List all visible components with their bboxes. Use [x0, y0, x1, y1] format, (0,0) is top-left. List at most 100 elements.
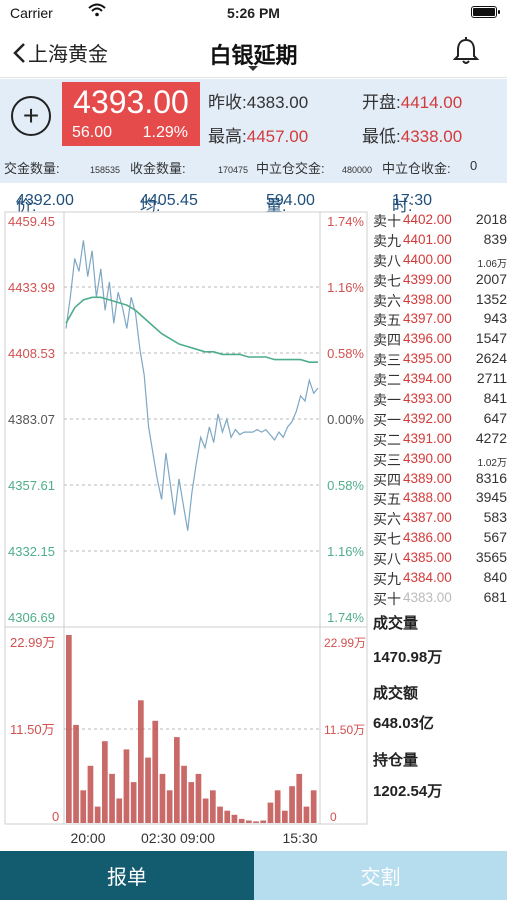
volume-bar	[224, 810, 231, 823]
caret-down-icon[interactable]	[248, 66, 258, 71]
orderbook-level-label: 卖一	[373, 392, 401, 409]
orderbook-price: 4383.00	[403, 589, 452, 605]
volume-bar	[296, 773, 303, 823]
info-time-label: 时:	[392, 198, 413, 215]
prev-close-value: 4383.00	[246, 93, 309, 112]
orderbook-level-label: 卖五	[373, 312, 401, 329]
volume-bar	[181, 765, 187, 823]
orderbook-row: 卖一 4393.00 841	[373, 389, 507, 409]
orderbook-volume: 583	[483, 509, 507, 526]
volume-bar	[138, 700, 144, 823]
back-label: 上海黄金	[28, 44, 108, 66]
back-button[interactable]: 上海黄金	[12, 38, 108, 67]
neutral-receive-label: 中立仓收金:	[382, 161, 451, 176]
neutral-receive-value: 0	[470, 158, 478, 173]
orderbook-row: 卖五 4397.00 943	[373, 309, 507, 329]
status-bar: Carrier 5:26 PM	[0, 0, 507, 28]
orderbook-price: 4395.00	[403, 351, 452, 367]
orderbook-row: 买八 4385.00 3565	[373, 548, 507, 568]
orderbook-volume: 681	[483, 588, 507, 605]
percent-tick-label: 0.00%	[327, 412, 364, 427]
orderbook-price: 4388.00	[403, 490, 452, 506]
time-axis-label: 20:00	[70, 830, 105, 846]
orderbook-price: 4401.00	[403, 231, 452, 247]
orderbook-price: 4390.00	[403, 450, 452, 466]
orderbook-volume: 2711	[476, 370, 507, 387]
orderbook-level-label: 买七	[373, 531, 401, 548]
orderbook-level-label: 买三	[373, 451, 401, 468]
volume-bar	[231, 814, 238, 823]
info-avg-value: 4405.45	[140, 192, 198, 209]
orderbook-price: 4402.00	[403, 212, 452, 227]
price-tick-label: 4383.07	[8, 412, 55, 427]
order-button[interactable]: 报单	[0, 851, 254, 900]
low-price: 最低:4338.00	[362, 122, 462, 147]
price-tick-label: 4306.69	[8, 610, 55, 625]
percent-tick-label: 0.58%	[327, 478, 364, 493]
info-price-value: 4392.00	[16, 192, 74, 209]
add-favorite-button[interactable]: +	[11, 96, 51, 136]
open-interest-label: 持仓量	[373, 752, 419, 769]
orderbook-row: 卖四 4396.00 1547	[373, 329, 507, 349]
orderbook-level-label: 卖八	[373, 252, 401, 269]
orderbook-price: 4399.00	[403, 271, 452, 287]
orderbook-row: 买四 4389.00 8316	[373, 469, 507, 489]
bell-icon[interactable]	[452, 37, 480, 70]
avg-price-line	[65, 296, 318, 363]
orderbook-row: 买三 4390.00 1.02万	[373, 449, 507, 469]
orderbook-volume: 840	[483, 569, 507, 586]
chart-frame	[4, 211, 368, 825]
volume-tick-label-right: 22.99万	[324, 636, 366, 650]
orderbook-row: 卖六 4398.00 1352	[373, 290, 507, 310]
chart-svg[interactable]: 4459.45 1.74% 4433.99 1.16% 4408.53 0.58% 4383…	[4, 211, 368, 851]
orderbook-level-label: 买二	[373, 431, 401, 448]
volume-bar	[217, 806, 223, 823]
delivery-button[interactable]: 交割	[254, 851, 507, 900]
intraday-chart[interactable]: 4459.45 1.74% 4433.99 1.16% 4408.53 0.58% 4383…	[4, 211, 368, 851]
quote-panel: + 4393.00 56.00 1.29% 昨收:4383.00 开盘:4414…	[0, 79, 507, 183]
amount-value: 648.03亿	[373, 715, 434, 732]
orderbook-row: 卖八 4400.00 1.06万	[373, 250, 507, 270]
percent-tick-label: 0.58%	[327, 346, 364, 361]
volume-bar	[303, 806, 310, 823]
volume-bar	[260, 820, 267, 823]
orderbook-price: 4384.00	[403, 570, 452, 586]
orderbook-level-label: 卖三	[373, 352, 401, 369]
orderbook-volume: 1352	[475, 290, 507, 307]
volume-bar	[282, 810, 288, 823]
wifi-icon	[88, 3, 106, 20]
volume-bar	[310, 790, 317, 823]
volume-bar	[152, 720, 159, 823]
orderbook-level-label: 买十	[373, 590, 401, 607]
high-label: 最高:	[208, 127, 247, 146]
deliver-qty-value: 158535	[90, 165, 121, 175]
neutral-deliver-label: 中立仓交金:	[256, 161, 325, 176]
high-price: 最高:4457.00	[208, 122, 308, 147]
volume-bar	[116, 798, 123, 823]
orderbook-volume: 943	[483, 310, 507, 327]
high-value: 4457.00	[246, 127, 309, 146]
page-title[interactable]: 白银延期	[209, 43, 298, 68]
orderbook-volume: 647	[483, 409, 507, 426]
price-tick-label: 4332.15	[8, 544, 55, 559]
open-price: 开盘:4414.00	[362, 88, 462, 113]
volume-bar	[66, 635, 72, 823]
orderbook-level-label: 买六	[373, 511, 401, 528]
low-value: 4338.00	[400, 127, 463, 146]
orderbook-price: 4394.00	[403, 371, 452, 387]
volume-tick-label: 0	[52, 809, 59, 824]
orderbook-row: 卖七 4399.00 2007	[373, 270, 507, 290]
orderbook-price: 4386.00	[403, 530, 452, 546]
price-tick-label: 4433.99	[8, 280, 55, 295]
battery-icon	[471, 6, 500, 18]
orderbook-level-label: 卖十	[373, 213, 401, 229]
time-axis-label: 02:30 09:00	[141, 830, 215, 846]
percent-tick-label: 1.16%	[327, 280, 364, 295]
volume-bar	[246, 820, 252, 823]
volume-tick-label: 22.99万	[10, 635, 56, 650]
orderbook-price: 4393.00	[403, 391, 452, 407]
orderbook-level-label: 卖七	[373, 272, 401, 289]
orderbook-volume: 3945	[475, 489, 507, 506]
receive-qty-value: 170475	[218, 165, 249, 175]
orderbook-level-label: 买四	[373, 471, 401, 488]
